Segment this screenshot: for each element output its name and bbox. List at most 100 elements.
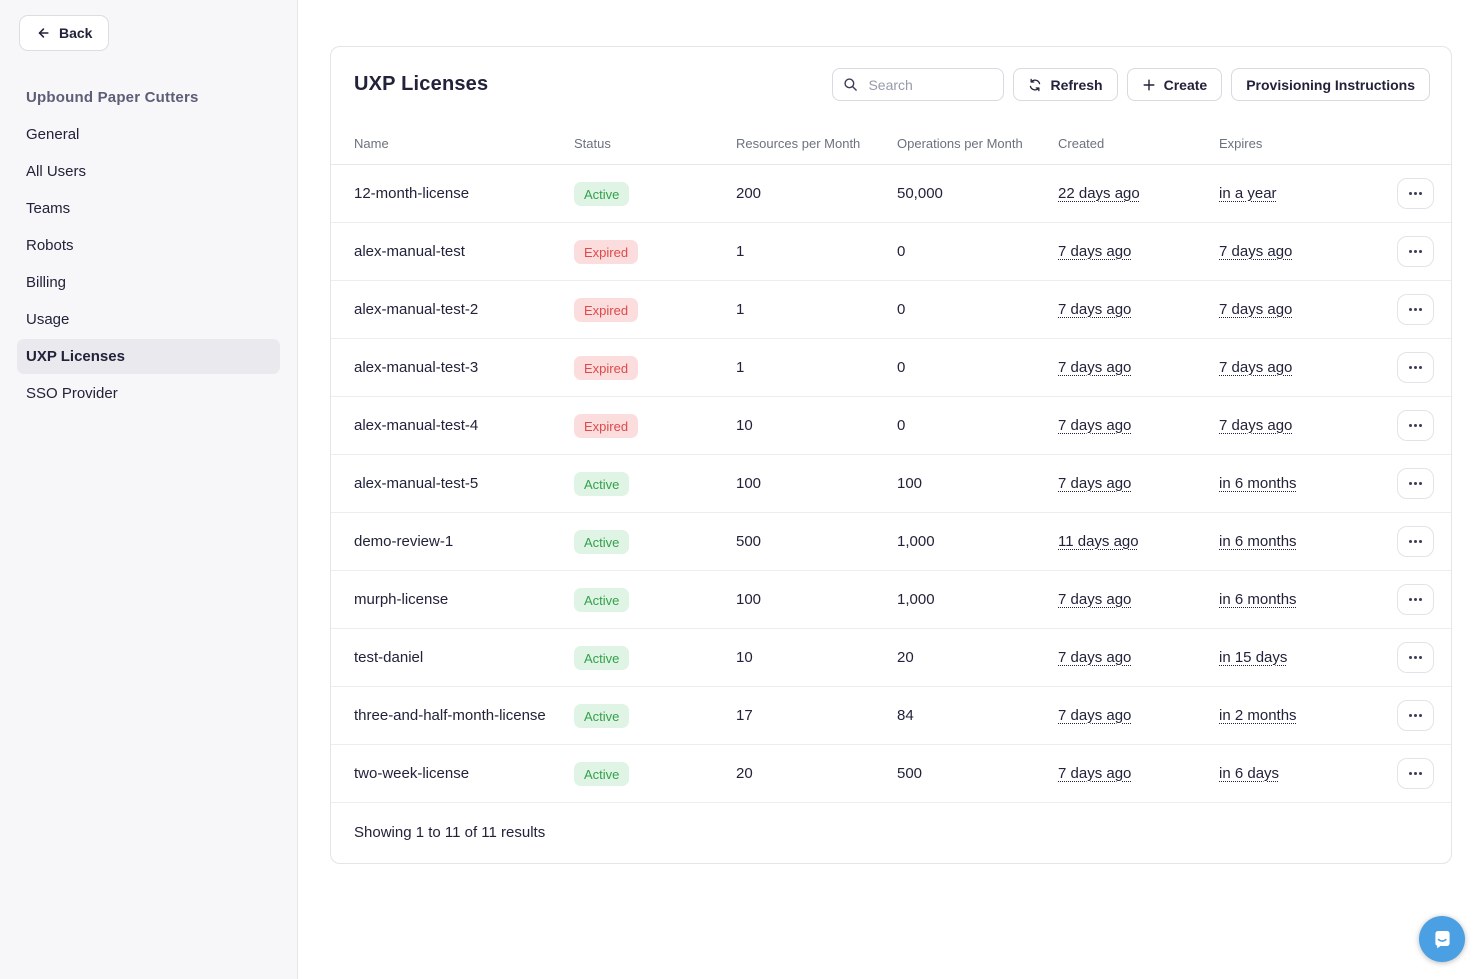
- created-cell: 7 days ago: [1058, 222, 1219, 281]
- column-header-expires: Expires: [1219, 122, 1379, 165]
- sidebar-item-uxp-licenses[interactable]: UXP Licenses: [17, 339, 280, 374]
- created-cell: 7 days ago: [1058, 686, 1219, 745]
- row-actions-button[interactable]: [1397, 584, 1434, 615]
- resources-cell: 1: [736, 280, 897, 339]
- created-value[interactable]: 22 days ago: [1058, 185, 1140, 202]
- expires-value[interactable]: in 6 months: [1219, 475, 1297, 492]
- row-actions-button[interactable]: [1397, 410, 1434, 441]
- ellipsis-icon: [1409, 598, 1412, 601]
- expires-value[interactable]: in 2 months: [1219, 707, 1297, 724]
- actions-cell: [1379, 744, 1451, 803]
- status-badge: Expired: [574, 355, 639, 380]
- actions-cell: [1379, 512, 1451, 571]
- expires-value[interactable]: 7 days ago: [1219, 301, 1293, 318]
- back-label: Back: [59, 25, 93, 41]
- refresh-icon: [1028, 78, 1042, 92]
- back-button[interactable]: Back: [19, 15, 110, 51]
- expires-value[interactable]: in a year: [1219, 185, 1277, 202]
- expires-cell: in 6 days: [1219, 744, 1379, 803]
- column-header-operations: Operations per Month: [897, 122, 1058, 165]
- license-name: alex-manual-test-2: [331, 280, 574, 339]
- sidebar-item-teams[interactable]: Teams: [26, 200, 71, 217]
- row-actions-button[interactable]: [1397, 236, 1434, 267]
- expires-value[interactable]: in 15 days: [1219, 649, 1288, 666]
- operations-cell: 0: [897, 338, 1058, 397]
- expires-value[interactable]: 7 days ago: [1219, 359, 1293, 376]
- ellipsis-icon: [1409, 772, 1412, 775]
- expires-cell: in 15 days: [1219, 628, 1379, 687]
- provisioning-label: Provisioning Instructions: [1246, 76, 1415, 93]
- status-badge: Active: [574, 703, 630, 728]
- status-cell: Active: [574, 744, 736, 803]
- created-value[interactable]: 7 days ago: [1058, 417, 1132, 434]
- table-row: alex-manual-test Expired 1 0 7 days ago …: [331, 222, 1451, 281]
- sidebar-item-sso-provider[interactable]: SSO Provider: [26, 385, 118, 402]
- created-cell: 7 days ago: [1058, 396, 1219, 455]
- row-actions-button[interactable]: [1397, 468, 1434, 499]
- license-name: murph-license: [331, 570, 574, 629]
- ellipsis-icon: [1409, 482, 1412, 485]
- table-row: test-daniel Active 10 20 7 days ago in 1…: [331, 628, 1451, 687]
- status-cell: Expired: [574, 280, 736, 339]
- created-cell: 7 days ago: [1058, 744, 1219, 803]
- row-actions-button[interactable]: [1397, 352, 1434, 383]
- resources-cell: 200: [736, 164, 897, 223]
- expires-value[interactable]: in 6 days: [1219, 765, 1280, 782]
- row-actions-button[interactable]: [1397, 526, 1434, 557]
- created-value[interactable]: 7 days ago: [1058, 359, 1132, 376]
- expires-cell: in 6 months: [1219, 570, 1379, 629]
- expires-cell: 7 days ago: [1219, 396, 1379, 455]
- row-actions-button[interactable]: [1397, 700, 1434, 731]
- row-actions-button[interactable]: [1397, 642, 1434, 673]
- created-value[interactable]: 7 days ago: [1058, 301, 1132, 318]
- page-title: UXP Licenses: [354, 73, 489, 95]
- status-cell: Active: [574, 686, 736, 745]
- row-actions-button[interactable]: [1397, 758, 1434, 789]
- status-cell: Expired: [574, 338, 736, 397]
- created-value[interactable]: 7 days ago: [1058, 765, 1132, 782]
- created-value[interactable]: 7 days ago: [1058, 243, 1132, 260]
- arrow-left-icon: [36, 26, 50, 40]
- status-badge: Active: [574, 471, 630, 496]
- sidebar-item-robots[interactable]: Robots: [26, 237, 74, 254]
- created-cell: 11 days ago: [1058, 512, 1219, 571]
- refresh-label: Refresh: [1050, 76, 1103, 93]
- created-value[interactable]: 7 days ago: [1058, 591, 1132, 608]
- sidebar-item-usage[interactable]: Usage: [26, 311, 70, 328]
- results-count: Showing 1 to 11 of 11 results: [354, 824, 546, 841]
- table-row: alex-manual-test-4 Expired 10 0 7 days a…: [331, 396, 1451, 455]
- status-badge: Active: [574, 645, 630, 670]
- created-value[interactable]: 7 days ago: [1058, 475, 1132, 492]
- actions-cell: [1379, 222, 1451, 281]
- actions-cell: [1379, 396, 1451, 455]
- expires-value[interactable]: in 6 months: [1219, 533, 1297, 550]
- sidebar-item-billing[interactable]: Billing: [26, 274, 67, 291]
- status-badge: Active: [574, 587, 630, 612]
- create-button[interactable]: Create: [1126, 68, 1223, 101]
- refresh-button[interactable]: Refresh: [1013, 68, 1118, 101]
- expires-value[interactable]: 7 days ago: [1219, 243, 1293, 260]
- chat-launcher-button[interactable]: [1419, 916, 1465, 962]
- expires-value[interactable]: in 6 months: [1219, 591, 1297, 608]
- row-actions-button[interactable]: [1397, 178, 1434, 209]
- column-header-name: Name: [331, 122, 574, 165]
- actions-cell: [1379, 164, 1451, 223]
- row-actions-button[interactable]: [1397, 294, 1434, 325]
- created-value[interactable]: 7 days ago: [1058, 649, 1132, 666]
- sidebar-item-all-users[interactable]: All Users: [26, 163, 87, 180]
- created-value[interactable]: 11 days ago: [1058, 533, 1139, 550]
- column-header-actions: [1379, 122, 1451, 165]
- expires-value[interactable]: 7 days ago: [1219, 417, 1293, 434]
- operations-cell: 84: [897, 686, 1058, 745]
- resources-cell: 500: [736, 512, 897, 571]
- sidebar-item-general[interactable]: General: [26, 126, 80, 143]
- column-header-created: Created: [1058, 122, 1219, 165]
- created-cell: 7 days ago: [1058, 628, 1219, 687]
- created-value[interactable]: 7 days ago: [1058, 707, 1132, 724]
- provisioning-instructions-button[interactable]: Provisioning Instructions: [1231, 68, 1430, 101]
- expires-cell: in 2 months: [1219, 686, 1379, 745]
- actions-cell: [1379, 454, 1451, 513]
- search-input[interactable]: [866, 75, 994, 94]
- ellipsis-icon: [1409, 192, 1412, 195]
